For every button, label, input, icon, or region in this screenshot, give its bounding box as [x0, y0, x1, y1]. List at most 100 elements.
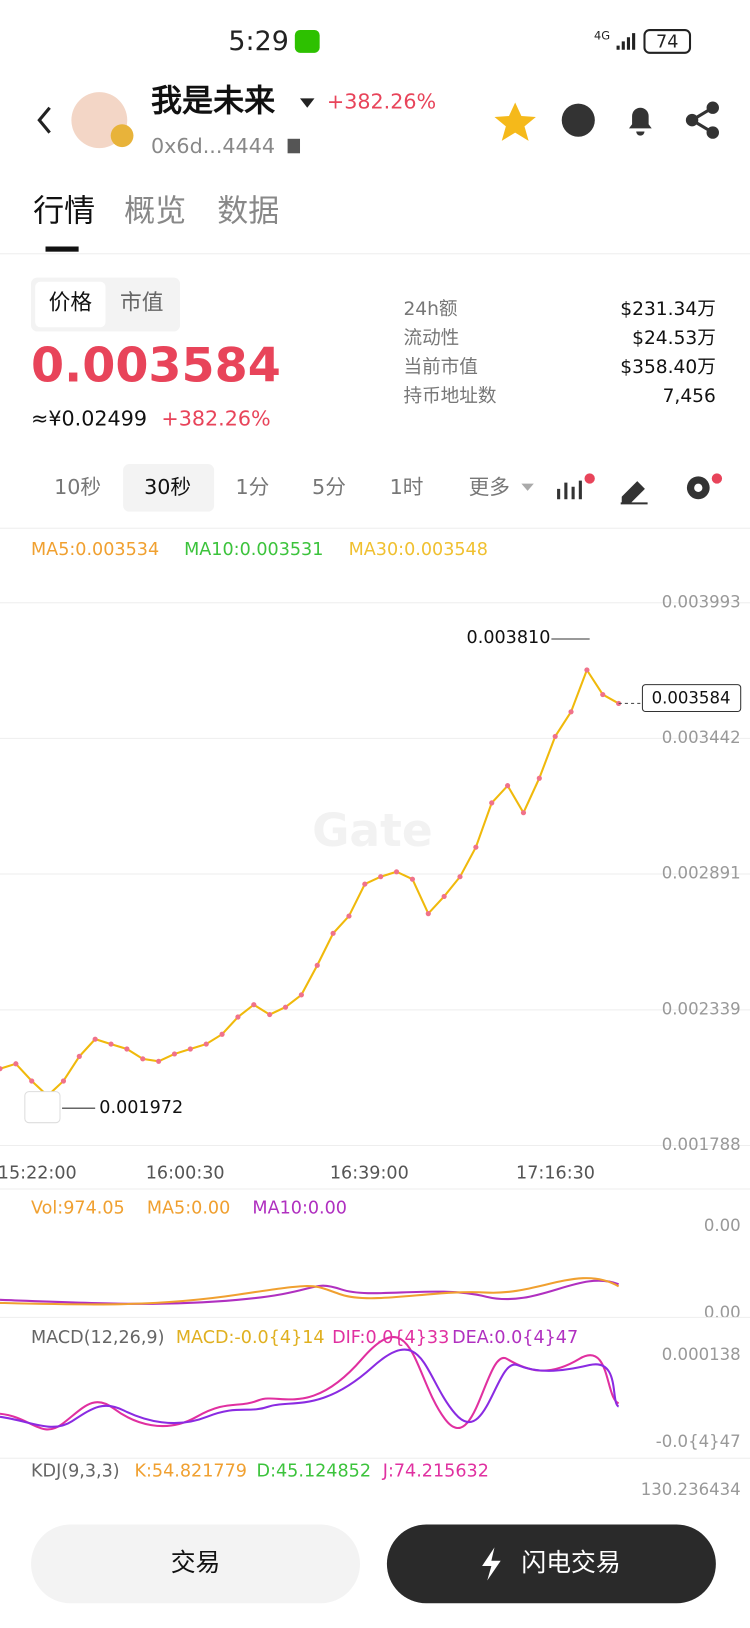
- toggle-option[interactable]: 价格: [49, 290, 93, 315]
- stat-value: $231.34万: [620, 299, 716, 320]
- ma-legend: MA5:0.003534: [31, 540, 159, 560]
- tab[interactable]: 行情: [33, 193, 95, 229]
- x-tick-label: 15:22:00: [0, 1163, 77, 1183]
- trade-button[interactable]: [31, 1524, 361, 1604]
- tab[interactable]: 概览: [124, 193, 186, 229]
- vol-legend: MA10:0.00: [252, 1199, 347, 1219]
- y-tick-label: 0.002891: [662, 864, 741, 883]
- stats: 24h额 $231.34万 流动性 $24.53万 当前市值 $358.40万 …: [403, 299, 715, 407]
- macd-legend: MACD:-0.0{4}14: [176, 1328, 325, 1348]
- price-point: [393, 869, 400, 875]
- header-change: +382.26%: [327, 90, 436, 114]
- macd-tick: 0.000138: [662, 1345, 741, 1364]
- favorite[interactable]: [494, 102, 536, 141]
- wechat-icon: [294, 30, 320, 53]
- price-point: [251, 1002, 257, 1008]
- price-point: [584, 667, 590, 673]
- clock: 5:29: [228, 26, 288, 57]
- price-line: [0, 667, 620, 1098]
- interval[interactable]: 30秒: [144, 475, 191, 499]
- price-point: [600, 691, 606, 698]
- price-point: [92, 1036, 98, 1042]
- price-point: [409, 876, 416, 882]
- price-point: [140, 1056, 146, 1062]
- flash-icon: [482, 1547, 501, 1581]
- price-point: [298, 992, 304, 998]
- address: 0x6d...4444: [151, 134, 275, 158]
- price-point: [13, 1061, 19, 1067]
- trade-label: 交易: [171, 1548, 221, 1577]
- price-point: [235, 1014, 241, 1020]
- alert-button[interactable]: [628, 107, 652, 136]
- price-point: [171, 1051, 178, 1057]
- vol-tick: 0.00: [704, 1216, 741, 1235]
- signal: [616, 33, 636, 50]
- macd-legend: DEA:0.0{4}47: [452, 1328, 578, 1348]
- macd-legend: MACD(12,26,9): [31, 1328, 164, 1348]
- stat-label: 24h额: [403, 299, 457, 320]
- price-point: [60, 1078, 67, 1084]
- dea-line: [0, 1348, 620, 1428]
- y-tick-label: 0.003993: [662, 592, 741, 611]
- price-cny: ≈¥0.02499: [31, 406, 147, 430]
- dif-line: [0, 1336, 620, 1431]
- y-tick-label: 0.002339: [662, 999, 741, 1018]
- stat-label: 持币地址数: [403, 386, 496, 407]
- y-tick-label: 0.003442: [662, 728, 741, 747]
- token-name[interactable]: 我是未来: [151, 84, 276, 120]
- ma-legend: MA30:0.003548: [349, 540, 488, 560]
- price-point: [425, 911, 431, 917]
- interval[interactable]: 10秒: [54, 475, 101, 499]
- price-point: [203, 1041, 209, 1047]
- kdj-legend: D:45.124852: [257, 1462, 371, 1482]
- toggle-option[interactable]: 市值: [120, 290, 163, 315]
- x-tick-label: 16:00:30: [146, 1163, 225, 1183]
- watermark: Gate: [312, 804, 433, 857]
- copy-icon[interactable]: [287, 138, 301, 154]
- price-point: [346, 913, 352, 919]
- price-point: [29, 1078, 35, 1084]
- vol-ma-line: [0, 1277, 620, 1306]
- price-point: [378, 874, 384, 880]
- price-point: [536, 775, 542, 781]
- expand-button[interactable]: [24, 1091, 61, 1124]
- price-point: [124, 1046, 130, 1052]
- dot: [711, 473, 723, 484]
- price-point: [520, 810, 527, 816]
- interval[interactable]: 5分: [312, 475, 346, 499]
- network: 4G: [594, 29, 610, 43]
- macd-tick: -0.0{4}47: [656, 1432, 741, 1451]
- dropdown[interactable]: [300, 98, 315, 108]
- flash-trade-label: 闪电交易: [521, 1548, 620, 1577]
- stat-value: $358.40万: [620, 357, 716, 378]
- tab[interactable]: 数据: [217, 193, 279, 229]
- price-change: +382.26%: [161, 406, 270, 430]
- price-point: [219, 1031, 225, 1037]
- low-label: 0.001972: [99, 1098, 183, 1118]
- kdj-legend: KDJ(9,3,3): [31, 1462, 120, 1482]
- price-chart: 0.001788 0.002339 0.002891 0.003442 0.003993: [0, 592, 750, 1154]
- alpha-button[interactable]: [561, 103, 595, 137]
- ma-legend: MA10:0.003531: [184, 540, 323, 560]
- back-button[interactable]: [37, 106, 51, 134]
- draw-button[interactable]: [620, 481, 648, 505]
- indicator-button[interactable]: [557, 480, 582, 500]
- price-point: [156, 1058, 162, 1064]
- price-point: [505, 783, 511, 789]
- share-button[interactable]: [685, 101, 719, 139]
- flash-trade-button[interactable]: [386, 1524, 716, 1604]
- stat-label: 流动性: [403, 328, 459, 349]
- price-point: [282, 1004, 289, 1010]
- kdj-legend: K:54.821779: [134, 1462, 246, 1482]
- price-point: [362, 881, 368, 887]
- price-point: [187, 1046, 193, 1052]
- kdj-tick: 130.236434: [641, 1480, 741, 1499]
- interval[interactable]: 1时: [390, 475, 424, 499]
- interval[interactable]: 更多: [469, 475, 510, 499]
- interval[interactable]: 1分: [235, 475, 269, 499]
- battery-level: 74: [656, 32, 678, 52]
- vol-legend: Vol:974.05: [31, 1199, 125, 1219]
